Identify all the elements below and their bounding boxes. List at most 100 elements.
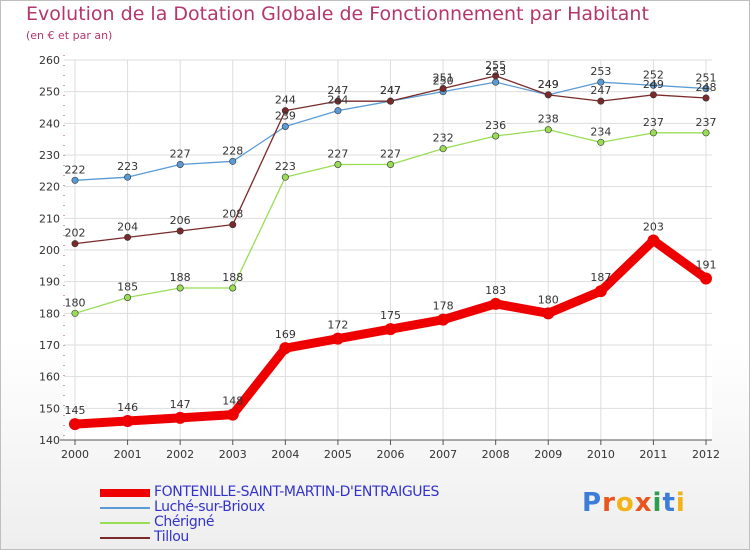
- data-point: [597, 138, 605, 146]
- y-tick-label: 160: [39, 371, 60, 384]
- data-label: 239: [275, 110, 296, 123]
- data-point: [489, 297, 502, 310]
- data-point: [702, 85, 710, 93]
- data-label: 188: [170, 271, 191, 284]
- data-label: 228: [222, 144, 243, 157]
- logo-letter: t: [662, 488, 676, 518]
- data-label: 253: [485, 65, 506, 78]
- data-point: [649, 81, 657, 89]
- data-label: 244: [327, 94, 348, 107]
- data-label: 247: [590, 84, 611, 97]
- legend-swatch: [100, 537, 150, 539]
- line-chart: 140 150 160 170 180 190 200 210 220 230 240 250 260 2…: [39, 54, 720, 461]
- x-tick-label: 2000: [61, 448, 89, 461]
- data-point: [281, 107, 289, 115]
- y-tick-label: 240: [39, 117, 60, 130]
- data-point: [331, 332, 344, 345]
- data-label: 247: [327, 84, 348, 97]
- y-tick-label: 210: [39, 212, 60, 225]
- data-label: 169: [275, 328, 296, 341]
- data-label: 180: [538, 293, 559, 306]
- data-label: 249: [538, 78, 559, 91]
- logo-letter: r: [602, 488, 616, 518]
- data-point: [229, 284, 237, 292]
- data-label: 251: [433, 72, 454, 85]
- data-point: [594, 285, 607, 298]
- data-point: [334, 107, 342, 115]
- data-point: [492, 78, 500, 86]
- data-label: 238: [538, 113, 559, 126]
- data-point: [334, 161, 342, 169]
- data-label: 222: [65, 163, 86, 176]
- data-point: [69, 418, 81, 431]
- series-0: [69, 234, 712, 431]
- y-tick-label: 230: [39, 149, 60, 162]
- data-label: 147: [170, 398, 191, 411]
- data-point: [649, 91, 657, 99]
- data-label: 188: [222, 271, 243, 284]
- y-tick-label: 220: [39, 181, 60, 194]
- x-tick-label: 2009: [534, 448, 562, 461]
- data-point: [544, 126, 552, 134]
- data-label: 227: [170, 148, 191, 161]
- data-point: [437, 313, 450, 326]
- y-tick-label: 180: [39, 307, 60, 320]
- data-point: [702, 94, 710, 102]
- x-tick-label: 2010: [587, 448, 615, 461]
- data-point: [700, 272, 712, 285]
- data-label: 175: [380, 309, 401, 322]
- data-label: 203: [643, 221, 664, 234]
- data-label: 204: [117, 220, 138, 233]
- data-label: 191: [696, 259, 717, 272]
- data-label: 202: [65, 227, 86, 240]
- data-label: 223: [275, 160, 296, 173]
- data-point: [176, 227, 184, 235]
- legend-swatch: [100, 522, 150, 524]
- data-point: [492, 72, 500, 80]
- series-3: [71, 72, 710, 248]
- data-label: 223: [117, 160, 138, 173]
- data-point: [649, 129, 657, 137]
- chart-title: Evolution de la Dotation Globale de Fonc…: [26, 3, 649, 25]
- legend-label: Tillou: [154, 529, 189, 545]
- data-label: 237: [696, 116, 717, 129]
- data-label: 180: [65, 296, 86, 309]
- data-point: [439, 145, 447, 153]
- y-tick-label: 200: [39, 244, 60, 257]
- data-point: [229, 221, 237, 229]
- x-tick-label: 2001: [114, 448, 142, 461]
- data-label: 248: [696, 81, 717, 94]
- data-point: [544, 91, 552, 99]
- x-tick-label: 2006: [377, 448, 405, 461]
- data-label: 247: [380, 84, 401, 97]
- data-label: 252: [643, 68, 664, 81]
- data-point: [124, 233, 132, 241]
- y-tick-label: 150: [39, 402, 60, 415]
- data-point: [647, 234, 660, 247]
- chart-subtitle: (en € et par an): [26, 29, 113, 42]
- y-tick-label: 140: [39, 434, 60, 447]
- data-point: [176, 161, 184, 169]
- legend-swatch: [100, 507, 150, 509]
- data-label: 227: [380, 148, 401, 161]
- data-label: 250: [433, 75, 454, 88]
- y-tick-label: 260: [39, 54, 60, 67]
- data-label: 185: [117, 281, 138, 294]
- data-label: 206: [170, 214, 191, 227]
- legend-swatch: [100, 489, 150, 497]
- data-label: 187: [590, 271, 611, 284]
- data-label: 255: [485, 59, 506, 72]
- data-label: 244: [275, 94, 296, 107]
- data-point: [226, 408, 239, 421]
- legend-label: Chérigné: [154, 514, 215, 530]
- data-point: [702, 129, 710, 137]
- data-point: [542, 307, 555, 320]
- data-point: [279, 342, 292, 355]
- x-tick-label: 2002: [166, 448, 194, 461]
- data-point: [384, 323, 397, 336]
- data-point: [386, 97, 394, 105]
- data-label: 234: [590, 125, 611, 138]
- data-label: 208: [222, 208, 243, 221]
- y-tick-label: 170: [39, 339, 60, 352]
- logo-letter: P: [582, 488, 603, 518]
